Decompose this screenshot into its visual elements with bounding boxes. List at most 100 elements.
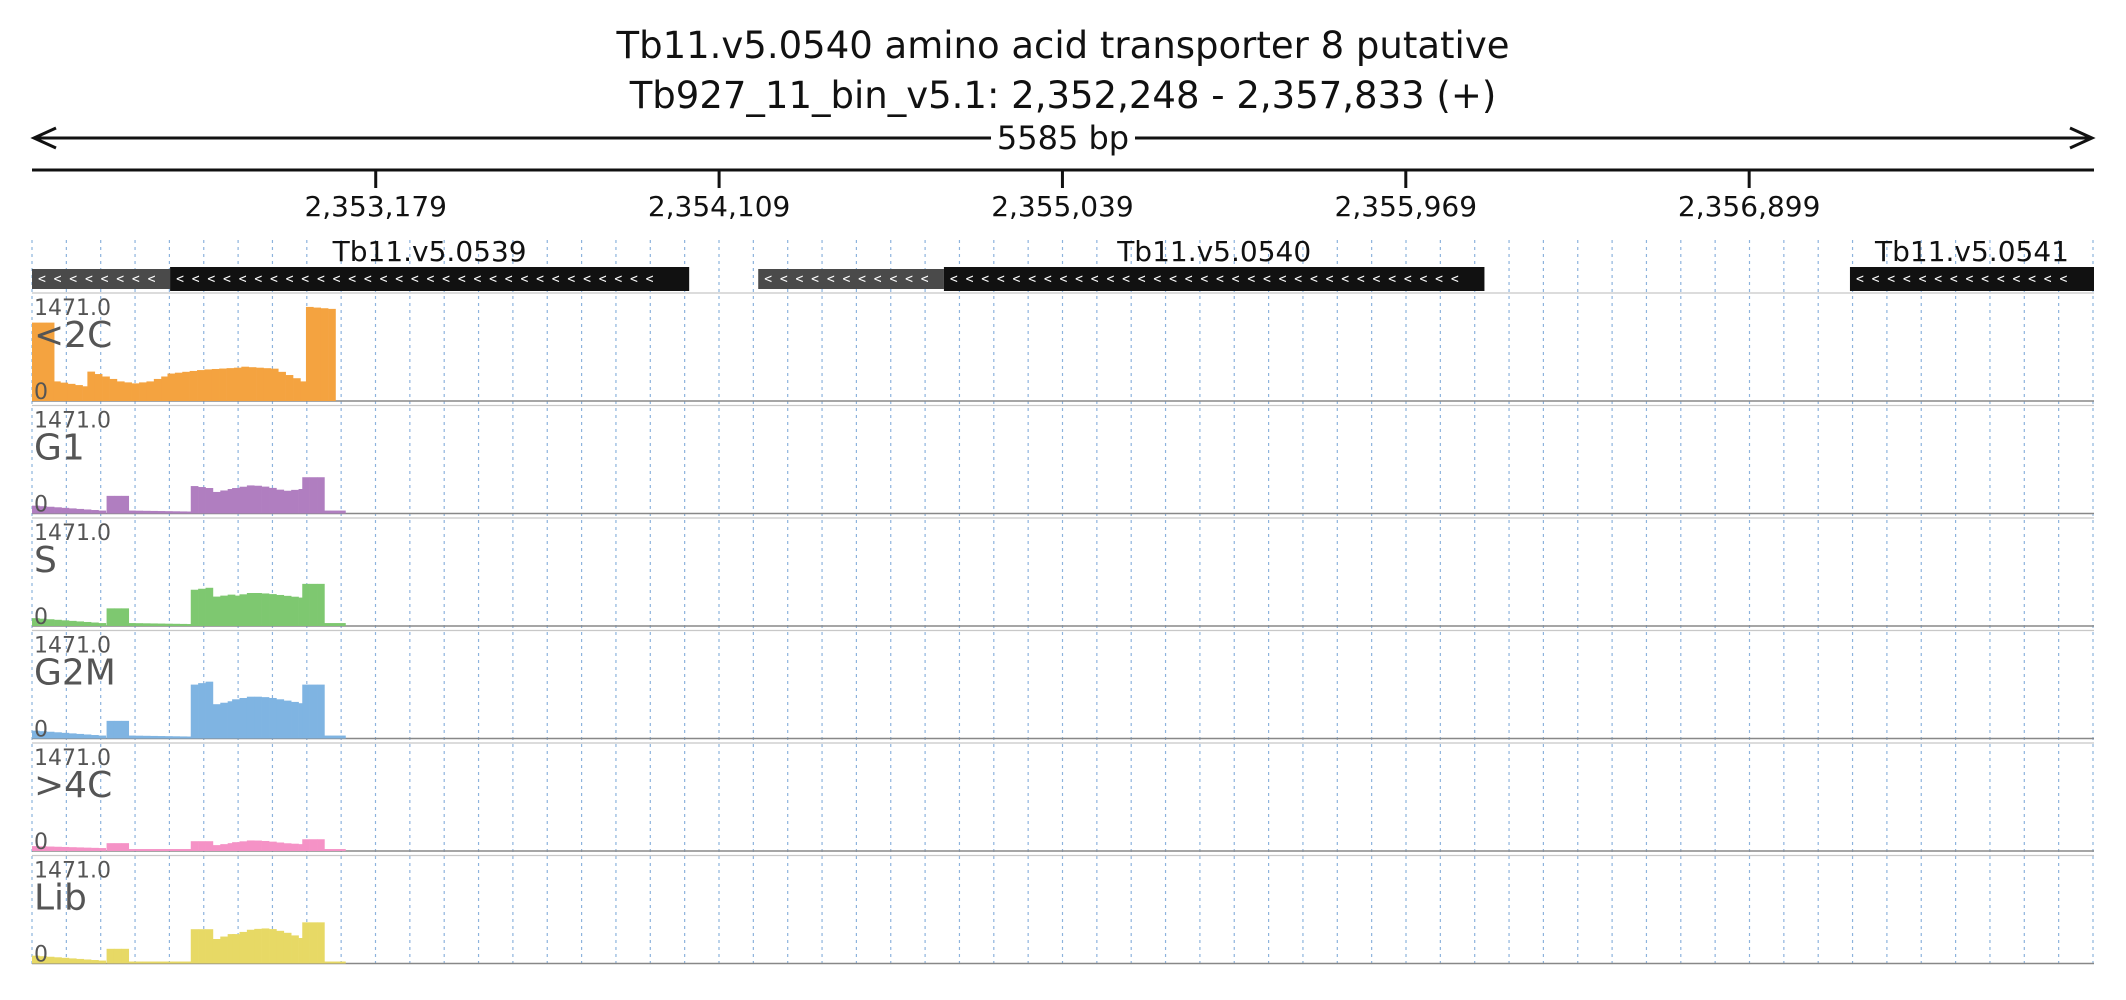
track-name: G2M bbox=[34, 653, 116, 694]
coverage-bar bbox=[233, 367, 242, 401]
coverage-bar bbox=[212, 845, 221, 851]
coverage-bar bbox=[32, 322, 40, 401]
coverage-bar bbox=[174, 372, 183, 401]
coverage-bar bbox=[172, 623, 180, 626]
coverage-bar bbox=[113, 948, 122, 964]
coverage-bar bbox=[328, 308, 336, 401]
coverage-bar bbox=[246, 929, 255, 964]
coverage-bar bbox=[283, 490, 292, 514]
coverage-bar bbox=[39, 846, 48, 851]
coverage-bar bbox=[205, 929, 214, 964]
coverage-bar bbox=[150, 510, 158, 514]
coverage-bar bbox=[232, 699, 240, 739]
coverage-bar bbox=[83, 959, 92, 964]
coverage-bar bbox=[239, 931, 248, 964]
coverage-bar bbox=[121, 495, 130, 514]
coverage-bar bbox=[182, 371, 190, 401]
coverage-bar bbox=[46, 731, 55, 739]
coverage-bar bbox=[220, 595, 228, 626]
coverage-bar bbox=[190, 684, 199, 739]
coverage-bar bbox=[75, 385, 83, 401]
coverage-bar bbox=[106, 608, 115, 626]
coverage-bar bbox=[198, 929, 206, 964]
coverage-bar bbox=[98, 735, 107, 739]
coverage-bar bbox=[338, 735, 346, 739]
coverage-bar bbox=[135, 735, 144, 739]
coverage-bar bbox=[300, 381, 309, 401]
coverage-bar bbox=[291, 935, 299, 964]
coverage-bar bbox=[135, 961, 144, 964]
scale-arrowhead-right bbox=[2069, 126, 2096, 150]
coverage-bar bbox=[157, 623, 166, 626]
chart-title-line-1: Tb11.v5.0540 amino acid transporter 8 pu… bbox=[615, 24, 1509, 67]
coverage-bar bbox=[276, 489, 285, 514]
track-max-label: 1471.0 bbox=[34, 296, 111, 321]
coverage-bar bbox=[190, 841, 199, 851]
coverage-bar bbox=[116, 381, 125, 401]
coverage-bar bbox=[254, 696, 262, 739]
coverage-bar bbox=[302, 583, 310, 626]
coverage-bar bbox=[330, 849, 339, 851]
coverage-bar bbox=[338, 849, 346, 851]
coverage-bar bbox=[190, 929, 199, 964]
coverage-bar bbox=[60, 382, 69, 401]
coverage-bar bbox=[121, 608, 130, 626]
scale-arrowhead-left bbox=[30, 126, 57, 150]
coverage-bar bbox=[232, 934, 240, 964]
track-min-label: 0 bbox=[34, 605, 48, 630]
coverage-bar bbox=[83, 621, 92, 626]
coverage-bar bbox=[227, 489, 236, 514]
coverage-bar bbox=[124, 382, 132, 401]
gene-track: < < < < < < < < < < < < < < < < < < < < <… bbox=[32, 235, 2094, 291]
track-bars bbox=[32, 583, 346, 626]
gene-cds bbox=[943, 267, 1485, 291]
coverage-bar bbox=[232, 595, 240, 626]
coverage-bar bbox=[276, 699, 285, 739]
coverage-bar bbox=[157, 511, 166, 514]
coverage-bar bbox=[39, 618, 48, 626]
track-4: 1471.0>4C 0 bbox=[32, 742, 2094, 855]
track-min-label: 0 bbox=[34, 493, 48, 518]
coverage-bar bbox=[220, 702, 228, 739]
coverage-bar bbox=[142, 961, 151, 964]
coverage-bar bbox=[254, 840, 262, 851]
gene-utr bbox=[758, 269, 944, 289]
coverage-bar bbox=[239, 486, 248, 514]
coverage-bar bbox=[179, 849, 188, 851]
coverage-bar bbox=[320, 308, 329, 401]
coverage-bar bbox=[32, 730, 40, 739]
coverage-bar bbox=[161, 376, 169, 401]
coverage-bar bbox=[198, 487, 206, 514]
coverage-bar bbox=[150, 735, 158, 739]
coverage-bar bbox=[330, 961, 339, 964]
coverage-bar bbox=[283, 843, 292, 851]
coverage-bar bbox=[76, 508, 84, 514]
coverage-bar bbox=[146, 381, 155, 401]
coverage-bar bbox=[142, 735, 151, 739]
coverage-bar bbox=[197, 370, 205, 401]
coverage-bar bbox=[46, 506, 55, 514]
axis-tick-label: 2,355,969 bbox=[1335, 190, 1478, 223]
coverage-bar bbox=[309, 583, 318, 626]
coverage-bar bbox=[135, 623, 144, 626]
coverage-bar bbox=[227, 934, 236, 964]
gene-utr bbox=[32, 269, 171, 289]
coverage-bar bbox=[256, 367, 264, 401]
coverage-bar bbox=[198, 588, 206, 626]
coverage-bar bbox=[239, 594, 248, 626]
coverage-bar bbox=[283, 932, 292, 964]
coverage-bar bbox=[338, 510, 346, 514]
coverage-bar bbox=[317, 922, 325, 964]
coverage-bar bbox=[278, 371, 286, 401]
coverage-bar bbox=[269, 594, 277, 626]
coverage-bar bbox=[164, 511, 173, 514]
region-scale: 5585 bp bbox=[30, 119, 2096, 157]
coverage-bar bbox=[248, 367, 257, 401]
coverage-bar bbox=[94, 374, 103, 401]
coverage-bar bbox=[220, 844, 228, 851]
coverage-bar bbox=[157, 961, 166, 964]
coverage-bar bbox=[127, 849, 136, 851]
coverage-bar bbox=[91, 735, 99, 739]
track-name: <2C bbox=[34, 315, 112, 356]
